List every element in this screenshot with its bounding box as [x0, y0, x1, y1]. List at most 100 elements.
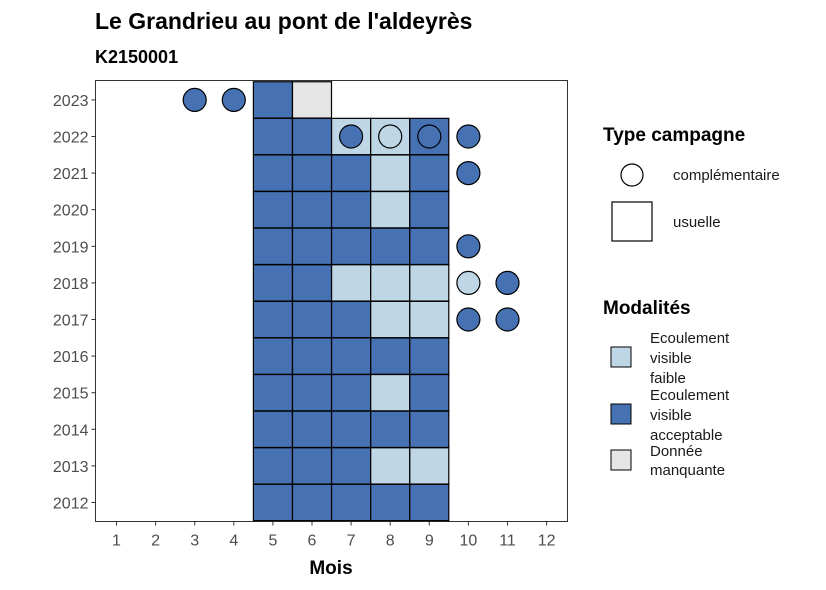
legend-key-manquante [610, 449, 632, 471]
tile-2012-5-acceptable [252, 483, 293, 522]
tile-2017-5-acceptable [252, 300, 293, 339]
legend-key-usuelle [611, 201, 653, 242]
point-2018-10-faible [456, 270, 481, 295]
point-2022-9-acceptable [417, 124, 442, 149]
point-2023-4-acceptable [221, 87, 246, 113]
y-tick-label-2016: 2016 [53, 349, 89, 366]
tile-2018-8-faible [370, 264, 411, 302]
tile-2019-5-acceptable [252, 227, 293, 266]
tile-2016-7-acceptable [331, 337, 372, 375]
y-tick-label-2014: 2014 [53, 422, 89, 439]
tile-2022-6-acceptable [291, 117, 333, 156]
x-tick-label-11: 11 [499, 533, 516, 550]
legend-label-complementaire: complémentaire [673, 167, 780, 184]
tile-2020-7-acceptable [331, 190, 372, 229]
tile-2013-7-acceptable [331, 447, 372, 485]
y-tick-label-2021: 2021 [53, 166, 89, 183]
y-tick-label-2013: 2013 [53, 459, 89, 476]
legend: Type campagne complémentaire usuelle Mod… [603, 125, 780, 479]
tile-2021-8-faible [370, 154, 411, 192]
tile-2021-9-acceptable [409, 154, 450, 192]
tile-2014-7-acceptable [331, 410, 372, 449]
tile-2016-6-acceptable [291, 337, 333, 375]
tile-2020-6-acceptable [291, 190, 333, 229]
y-tick-label-2012: 2012 [53, 496, 89, 513]
point-2017-11-acceptable [495, 307, 520, 332]
x-axis-title: Mois [309, 558, 352, 579]
tile-2023-6-manquante [291, 81, 333, 119]
tile-2014-6-acceptable [291, 410, 333, 449]
tile-2018-6-acceptable [291, 264, 333, 302]
point-2017-10-acceptable [456, 307, 481, 332]
points-layer [182, 87, 520, 332]
tile-2013-8-faible [370, 447, 411, 485]
tile-2021-6-acceptable [291, 154, 333, 192]
tile-2020-5-acceptable [252, 190, 293, 229]
point-2019-10-acceptable [456, 234, 481, 259]
chart-subtitle: K2150001 [95, 47, 178, 67]
tile-2014-9-acceptable [409, 410, 450, 449]
tile-2016-8-acceptable [370, 337, 411, 375]
tile-2013-5-acceptable [252, 447, 293, 485]
tile-2016-9-acceptable [409, 337, 450, 375]
tile-2012-9-acceptable [409, 483, 450, 522]
x-axis: 1 2 3 4 5 6 7 8 9 10 11 12 [112, 521, 556, 550]
tile-2021-7-acceptable [331, 154, 372, 192]
point-2021-10-acceptable [456, 161, 481, 186]
legend-key-acceptable [610, 403, 632, 425]
tile-2017-8-faible [370, 300, 411, 339]
tile-2019-6-acceptable [291, 227, 333, 266]
legend-key-faible [610, 346, 632, 368]
tile-2012-6-acceptable [291, 483, 333, 522]
tile-2019-9-acceptable [409, 227, 450, 266]
y-tick-label-2015: 2015 [53, 386, 89, 403]
tile-2023-5-acceptable [252, 81, 293, 119]
legend-label-acceptable: Ecoulement visible acceptable [650, 387, 733, 444]
tile-2017-7-acceptable [331, 300, 372, 339]
tile-2020-8-faible [370, 190, 411, 229]
x-tick-label-4: 4 [229, 533, 238, 550]
legend-modalites-title: Modalités [603, 298, 691, 319]
y-tick-label-2022: 2022 [53, 130, 89, 147]
tile-2017-6-acceptable [291, 300, 333, 339]
tile-2015-8-faible [370, 373, 411, 412]
tile-2015-9-acceptable [409, 373, 450, 412]
point-2022-7-acceptable [339, 124, 364, 149]
x-tick-label-10: 10 [460, 533, 478, 550]
x-tick-label-1: 1 [112, 533, 121, 550]
x-tick-label-6: 6 [308, 533, 317, 550]
tile-2017-9-faible [409, 300, 450, 339]
tile-2012-8-acceptable [370, 483, 411, 522]
y-tick-label-2023: 2023 [53, 93, 89, 110]
y-axis: 2012 2013 2014 2015 2016 2017 2018 2019 2020 2021… [53, 93, 96, 513]
tile-2015-7-acceptable [331, 373, 372, 412]
tile-2021-5-acceptable [252, 154, 293, 192]
point-2018-11-acceptable [495, 270, 520, 295]
tile-2014-8-acceptable [370, 410, 411, 449]
tile-2019-7-acceptable [331, 227, 372, 266]
tile-2014-5-acceptable [252, 410, 293, 449]
tile-2013-6-acceptable [291, 447, 333, 485]
tiles-layer [252, 81, 450, 522]
chart-title: Le Grandrieu au pont de l'aldeyrès [95, 8, 472, 34]
x-tick-label-5: 5 [268, 533, 277, 550]
x-tick-label-7: 7 [347, 533, 356, 550]
x-tick-label-8: 8 [386, 533, 395, 550]
tile-2013-9-faible [409, 447, 450, 485]
legend-key-complementaire [620, 163, 644, 187]
y-tick-label-2019: 2019 [53, 239, 89, 256]
x-tick-label-12: 12 [538, 533, 556, 550]
x-tick-label-2: 2 [151, 533, 160, 550]
tile-2018-9-faible [409, 264, 450, 302]
tile-2019-8-acceptable [370, 227, 411, 266]
point-2023-3-acceptable [182, 87, 207, 113]
point-2022-10-acceptable [456, 124, 481, 149]
tile-2018-5-acceptable [252, 264, 293, 302]
tile-2022-5-acceptable [252, 117, 293, 156]
tile-2020-9-acceptable [409, 190, 450, 229]
legend-label-usuelle: usuelle [673, 214, 721, 231]
tile-2015-6-acceptable [291, 373, 333, 412]
tile-2018-7-faible [331, 264, 372, 302]
legend-label-faible: Ecoulement visible faible [650, 330, 733, 387]
